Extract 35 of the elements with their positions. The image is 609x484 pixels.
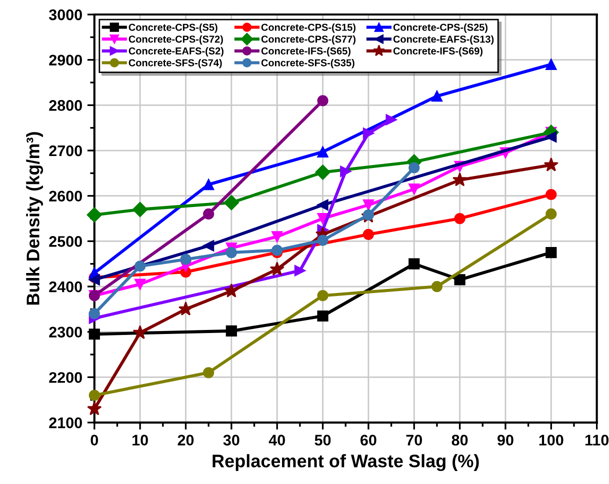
- x-tick-label: 40: [268, 434, 285, 446]
- x-tick-label: 60: [360, 434, 376, 446]
- legend-label: Concrete-CPS-(S77): [261, 35, 356, 45]
- x-tick-label: 90: [498, 434, 514, 446]
- y-tick-label: 2200: [49, 372, 82, 383]
- x-tick-label: 10: [132, 434, 148, 446]
- y-axis-title: Bulk Density (kg/m³): [26, 132, 44, 305]
- x-tick-label: 70: [406, 434, 422, 446]
- y-tick-label: 2700: [49, 145, 82, 156]
- legend-label: Concrete-CPS-(S72): [128, 35, 223, 45]
- y-tick-label: 2800: [49, 100, 82, 111]
- legend-label: Concrete-SFS-(S35): [261, 58, 354, 68]
- legend-label: Concrete-SFS-(S74): [128, 58, 222, 68]
- legend-label: Concrete-CPS-(S5): [128, 24, 218, 33]
- legend-label: Concrete-CPS-(S15): [261, 24, 356, 33]
- y-tick-label: 2300: [49, 326, 82, 338]
- legend-label: Concrete-CPS-(S25): [393, 24, 488, 33]
- legend-label: Concrete-EAFS-(S13): [393, 35, 494, 45]
- x-tick-label: 20: [178, 434, 194, 446]
- x-tick-label: 0: [90, 434, 98, 446]
- legend-label: Concrete-IFS-(S65): [261, 47, 350, 56]
- legend-label: Concrete-IFS-(S69): [393, 47, 482, 56]
- y-tick-label: 2900: [49, 54, 82, 66]
- y-tick-label: 2100: [49, 417, 82, 428]
- x-tick-label: 110: [585, 434, 609, 446]
- legend-label: Concrete-EAFS-(S2): [128, 47, 224, 56]
- x-tick-label: 80: [452, 434, 468, 446]
- y-tick-label: 3000: [48, 9, 82, 20]
- y-tick-label: 2500: [49, 236, 82, 247]
- y-tick-label: 2600: [49, 190, 82, 202]
- y-tick-label: 2400: [49, 281, 82, 292]
- x-tick-label: 100: [539, 434, 564, 446]
- x-tick-label: 50: [314, 434, 331, 446]
- x-tick-label: 30: [223, 434, 240, 446]
- x-axis-title: Replacement of Waste Slag (%): [212, 454, 479, 472]
